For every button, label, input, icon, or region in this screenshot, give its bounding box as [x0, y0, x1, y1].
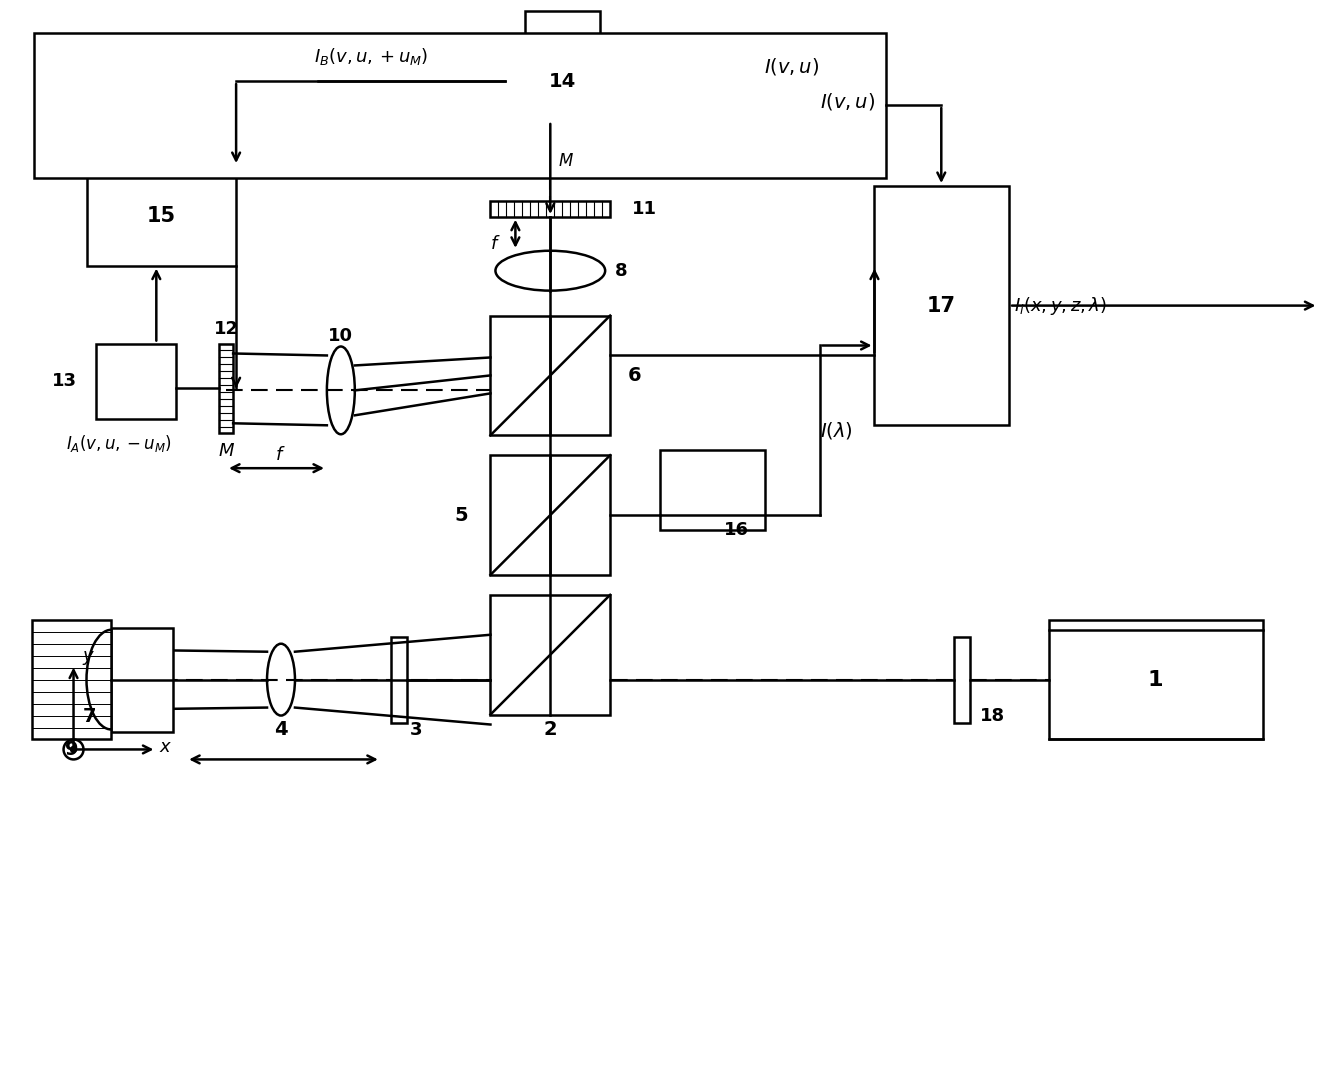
- Text: $I_B(v,u,+u_M)$: $I_B(v,u,+u_M)$: [314, 45, 429, 67]
- Text: 1: 1: [1148, 670, 1164, 689]
- Text: 9: 9: [65, 740, 79, 759]
- Text: 3: 3: [410, 721, 422, 739]
- Text: 6: 6: [627, 366, 642, 384]
- Bar: [391, 637, 407, 723]
- Text: $I(v,u)$: $I(v,u)$: [820, 90, 874, 112]
- Bar: [87, 166, 236, 266]
- Text: $I(v,u)$: $I(v,u)$: [765, 56, 820, 76]
- Bar: [490, 316, 610, 435]
- Bar: [33, 33, 886, 178]
- Text: 5: 5: [455, 505, 469, 524]
- Bar: [32, 619, 111, 740]
- Text: 16: 16: [725, 521, 749, 538]
- Text: $M$: $M$: [558, 152, 574, 170]
- Text: 4: 4: [274, 721, 288, 739]
- Text: $I_A(v,u,-u_M)$: $I_A(v,u,-u_M)$: [67, 433, 172, 453]
- Bar: [1049, 619, 1263, 740]
- Circle shape: [71, 746, 76, 753]
- Text: 14: 14: [549, 72, 575, 90]
- Bar: [490, 595, 610, 714]
- Text: $f$: $f$: [275, 446, 286, 464]
- Bar: [490, 201, 610, 216]
- Text: 7: 7: [83, 707, 96, 726]
- Text: $x$: $x$: [159, 739, 172, 756]
- Bar: [96, 344, 176, 419]
- Bar: [659, 450, 765, 530]
- Text: 18: 18: [980, 707, 1005, 725]
- Text: 13: 13: [52, 373, 76, 390]
- Text: $M$: $M$: [218, 443, 235, 460]
- Text: $I_i(x,y,z,\lambda)$: $I_i(x,y,z,\lambda)$: [1015, 295, 1107, 317]
- Text: $I(\lambda)$: $I(\lambda)$: [820, 420, 853, 440]
- Text: 11: 11: [631, 200, 657, 218]
- Text: 15: 15: [147, 206, 176, 226]
- Bar: [955, 637, 971, 723]
- Bar: [219, 344, 234, 433]
- Text: 2: 2: [543, 721, 557, 739]
- Bar: [490, 456, 610, 575]
- Text: 12: 12: [214, 320, 239, 337]
- Bar: [526, 12, 601, 41]
- Text: 17: 17: [926, 295, 956, 316]
- Text: 10: 10: [328, 326, 354, 345]
- Text: $f$: $f$: [490, 235, 501, 253]
- Bar: [874, 186, 1009, 425]
- Bar: [111, 628, 174, 731]
- Text: 8: 8: [615, 262, 627, 280]
- Text: $y$: $y$: [81, 648, 95, 667]
- Bar: [506, 41, 621, 121]
